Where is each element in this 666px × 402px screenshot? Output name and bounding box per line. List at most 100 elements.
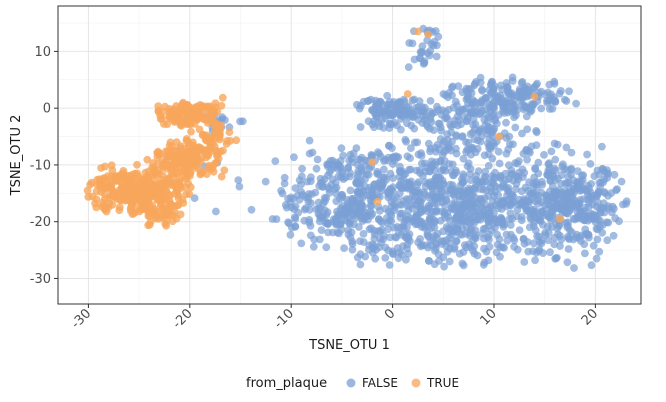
scatter-point — [345, 156, 354, 165]
scatter-point — [336, 157, 345, 165]
scatter-point — [314, 204, 323, 213]
scatter-point — [551, 254, 560, 263]
scatter-point — [471, 79, 479, 88]
scatter-point — [573, 167, 582, 176]
scatter-point — [154, 106, 163, 115]
scatter-point — [212, 158, 220, 167]
scatter-point — [530, 173, 539, 182]
scatter-point — [531, 256, 539, 265]
scatter-point — [396, 209, 405, 218]
scatter-point — [136, 195, 145, 204]
scatter-point — [429, 234, 437, 243]
scatter-point — [517, 201, 526, 209]
scatter-point — [444, 224, 453, 233]
scatter-point — [541, 231, 550, 239]
scatter-point — [304, 190, 313, 198]
scatter-point — [578, 184, 587, 193]
scatter-point — [518, 129, 526, 138]
scatter-point — [583, 150, 591, 159]
scatter-point — [510, 105, 518, 114]
scatter-point — [537, 239, 546, 248]
scatter-point — [418, 219, 427, 228]
scatter-point — [426, 215, 434, 224]
scatter-point — [137, 188, 146, 197]
scatter-point — [408, 96, 417, 105]
scatter-point — [322, 243, 331, 252]
scatter-point — [491, 216, 500, 224]
scatter-point — [563, 258, 572, 267]
scatter-point — [557, 199, 566, 207]
scatter-point — [298, 164, 306, 173]
scatter-point — [446, 216, 454, 225]
scatter-point — [216, 147, 225, 156]
scatter-point — [417, 48, 426, 57]
scatter-point — [386, 169, 395, 178]
scatter-point — [506, 90, 515, 99]
scatter-point — [464, 159, 473, 168]
scatter-point — [115, 203, 124, 212]
scatter-point — [353, 170, 362, 179]
scatter-point — [538, 180, 547, 189]
scatter-point — [519, 173, 527, 182]
scatter-point — [532, 248, 541, 257]
scatter-point — [414, 115, 423, 124]
scatter-point — [555, 89, 564, 98]
scatter-point — [161, 219, 170, 228]
scatter-point — [557, 180, 565, 188]
x-tick-label: -10 — [271, 306, 297, 332]
scatter-point — [448, 83, 456, 92]
scatter-point — [405, 230, 414, 239]
scatter-point — [93, 181, 102, 189]
scatter-point — [587, 261, 596, 270]
scatter-point — [169, 159, 178, 168]
scatter-point — [455, 187, 464, 196]
scatter-point — [101, 162, 109, 171]
scatter-point — [181, 144, 190, 153]
scatter-point — [351, 213, 360, 222]
scatter-point — [492, 93, 500, 101]
scatter-point — [232, 136, 241, 145]
scatter-point — [530, 208, 539, 217]
scatter-point — [417, 149, 425, 158]
scatter-point — [407, 144, 415, 153]
scatter-point — [153, 153, 162, 162]
scatter-point — [179, 119, 188, 128]
scatter-point — [286, 198, 295, 207]
scatter-point — [373, 167, 382, 176]
scatter-point — [563, 165, 571, 174]
scatter-point — [590, 172, 599, 181]
scatter-point — [165, 152, 174, 161]
scatter-point — [349, 149, 358, 158]
scatter-point — [413, 186, 422, 195]
scatter-point — [412, 213, 421, 222]
scatter-point — [530, 92, 539, 101]
scatter-point — [317, 212, 326, 221]
scatter-point — [555, 190, 564, 199]
scatter-point — [465, 184, 473, 193]
scatter-point — [497, 81, 505, 90]
scatter-point — [503, 82, 511, 91]
scatter-point — [493, 119, 501, 128]
scatter-point — [152, 212, 161, 220]
scatter-point — [491, 201, 500, 210]
scatter-point — [425, 257, 433, 265]
scatter-point — [584, 216, 592, 225]
legend-key-true — [411, 378, 421, 388]
scatter-point — [432, 173, 441, 182]
scatter-point — [107, 161, 116, 170]
scatter-point — [471, 231, 480, 240]
scatter-point — [325, 185, 333, 194]
scatter-point — [366, 201, 375, 210]
scatter-point — [327, 165, 336, 174]
scatter-point — [496, 173, 504, 181]
scatter-point — [356, 101, 365, 110]
scatter-point — [396, 167, 405, 176]
y-tick-label: -20 — [30, 215, 51, 230]
scatter-point — [495, 159, 504, 168]
scatter-point — [613, 185, 621, 194]
scatter-point — [489, 110, 498, 119]
scatter-point — [390, 223, 398, 232]
scatter-point — [344, 164, 352, 173]
scatter-point — [581, 249, 589, 258]
scatter-point — [397, 250, 406, 259]
